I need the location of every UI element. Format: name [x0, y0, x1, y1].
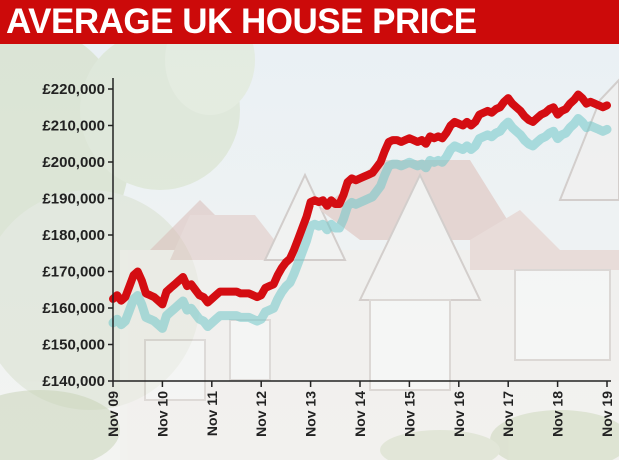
y-tick-label: £140,000	[42, 373, 105, 390]
chart-title: AVERAGE UK HOUSE PRICE	[6, 2, 477, 41]
x-tick-label: Nov 16	[451, 391, 467, 437]
x-tick-label: Nov 14	[352, 391, 368, 437]
y-tick-label: £200,000	[42, 154, 105, 171]
x-tick-label: Nov 15	[401, 391, 417, 437]
y-tick-label: £210,000	[42, 118, 105, 135]
series-line	[109, 90, 611, 309]
x-tick-label: Nov 09	[105, 391, 121, 437]
x-tick-label: Nov 18	[550, 391, 566, 437]
x-tick-label: Nov 10	[154, 391, 170, 437]
series-line-shadow	[108, 114, 612, 333]
y-tick-label: £150,000	[42, 337, 105, 354]
x-tick-label: Nov 11	[204, 391, 220, 436]
x-tick-label: Nov 17	[500, 391, 516, 437]
x-tick-label: Nov 19	[599, 391, 615, 437]
title-banner: AVERAGE UK HOUSE PRICE	[0, 0, 619, 44]
x-tick-label: Nov 13	[303, 391, 319, 437]
y-tick-label: £160,000	[42, 300, 105, 317]
y-tick-label: £190,000	[42, 191, 105, 208]
y-tick-label: £170,000	[42, 264, 105, 281]
x-tick-label: Nov 12	[253, 391, 269, 437]
y-tick-label: £180,000	[42, 227, 105, 244]
y-tick-label: £220,000	[42, 81, 105, 98]
